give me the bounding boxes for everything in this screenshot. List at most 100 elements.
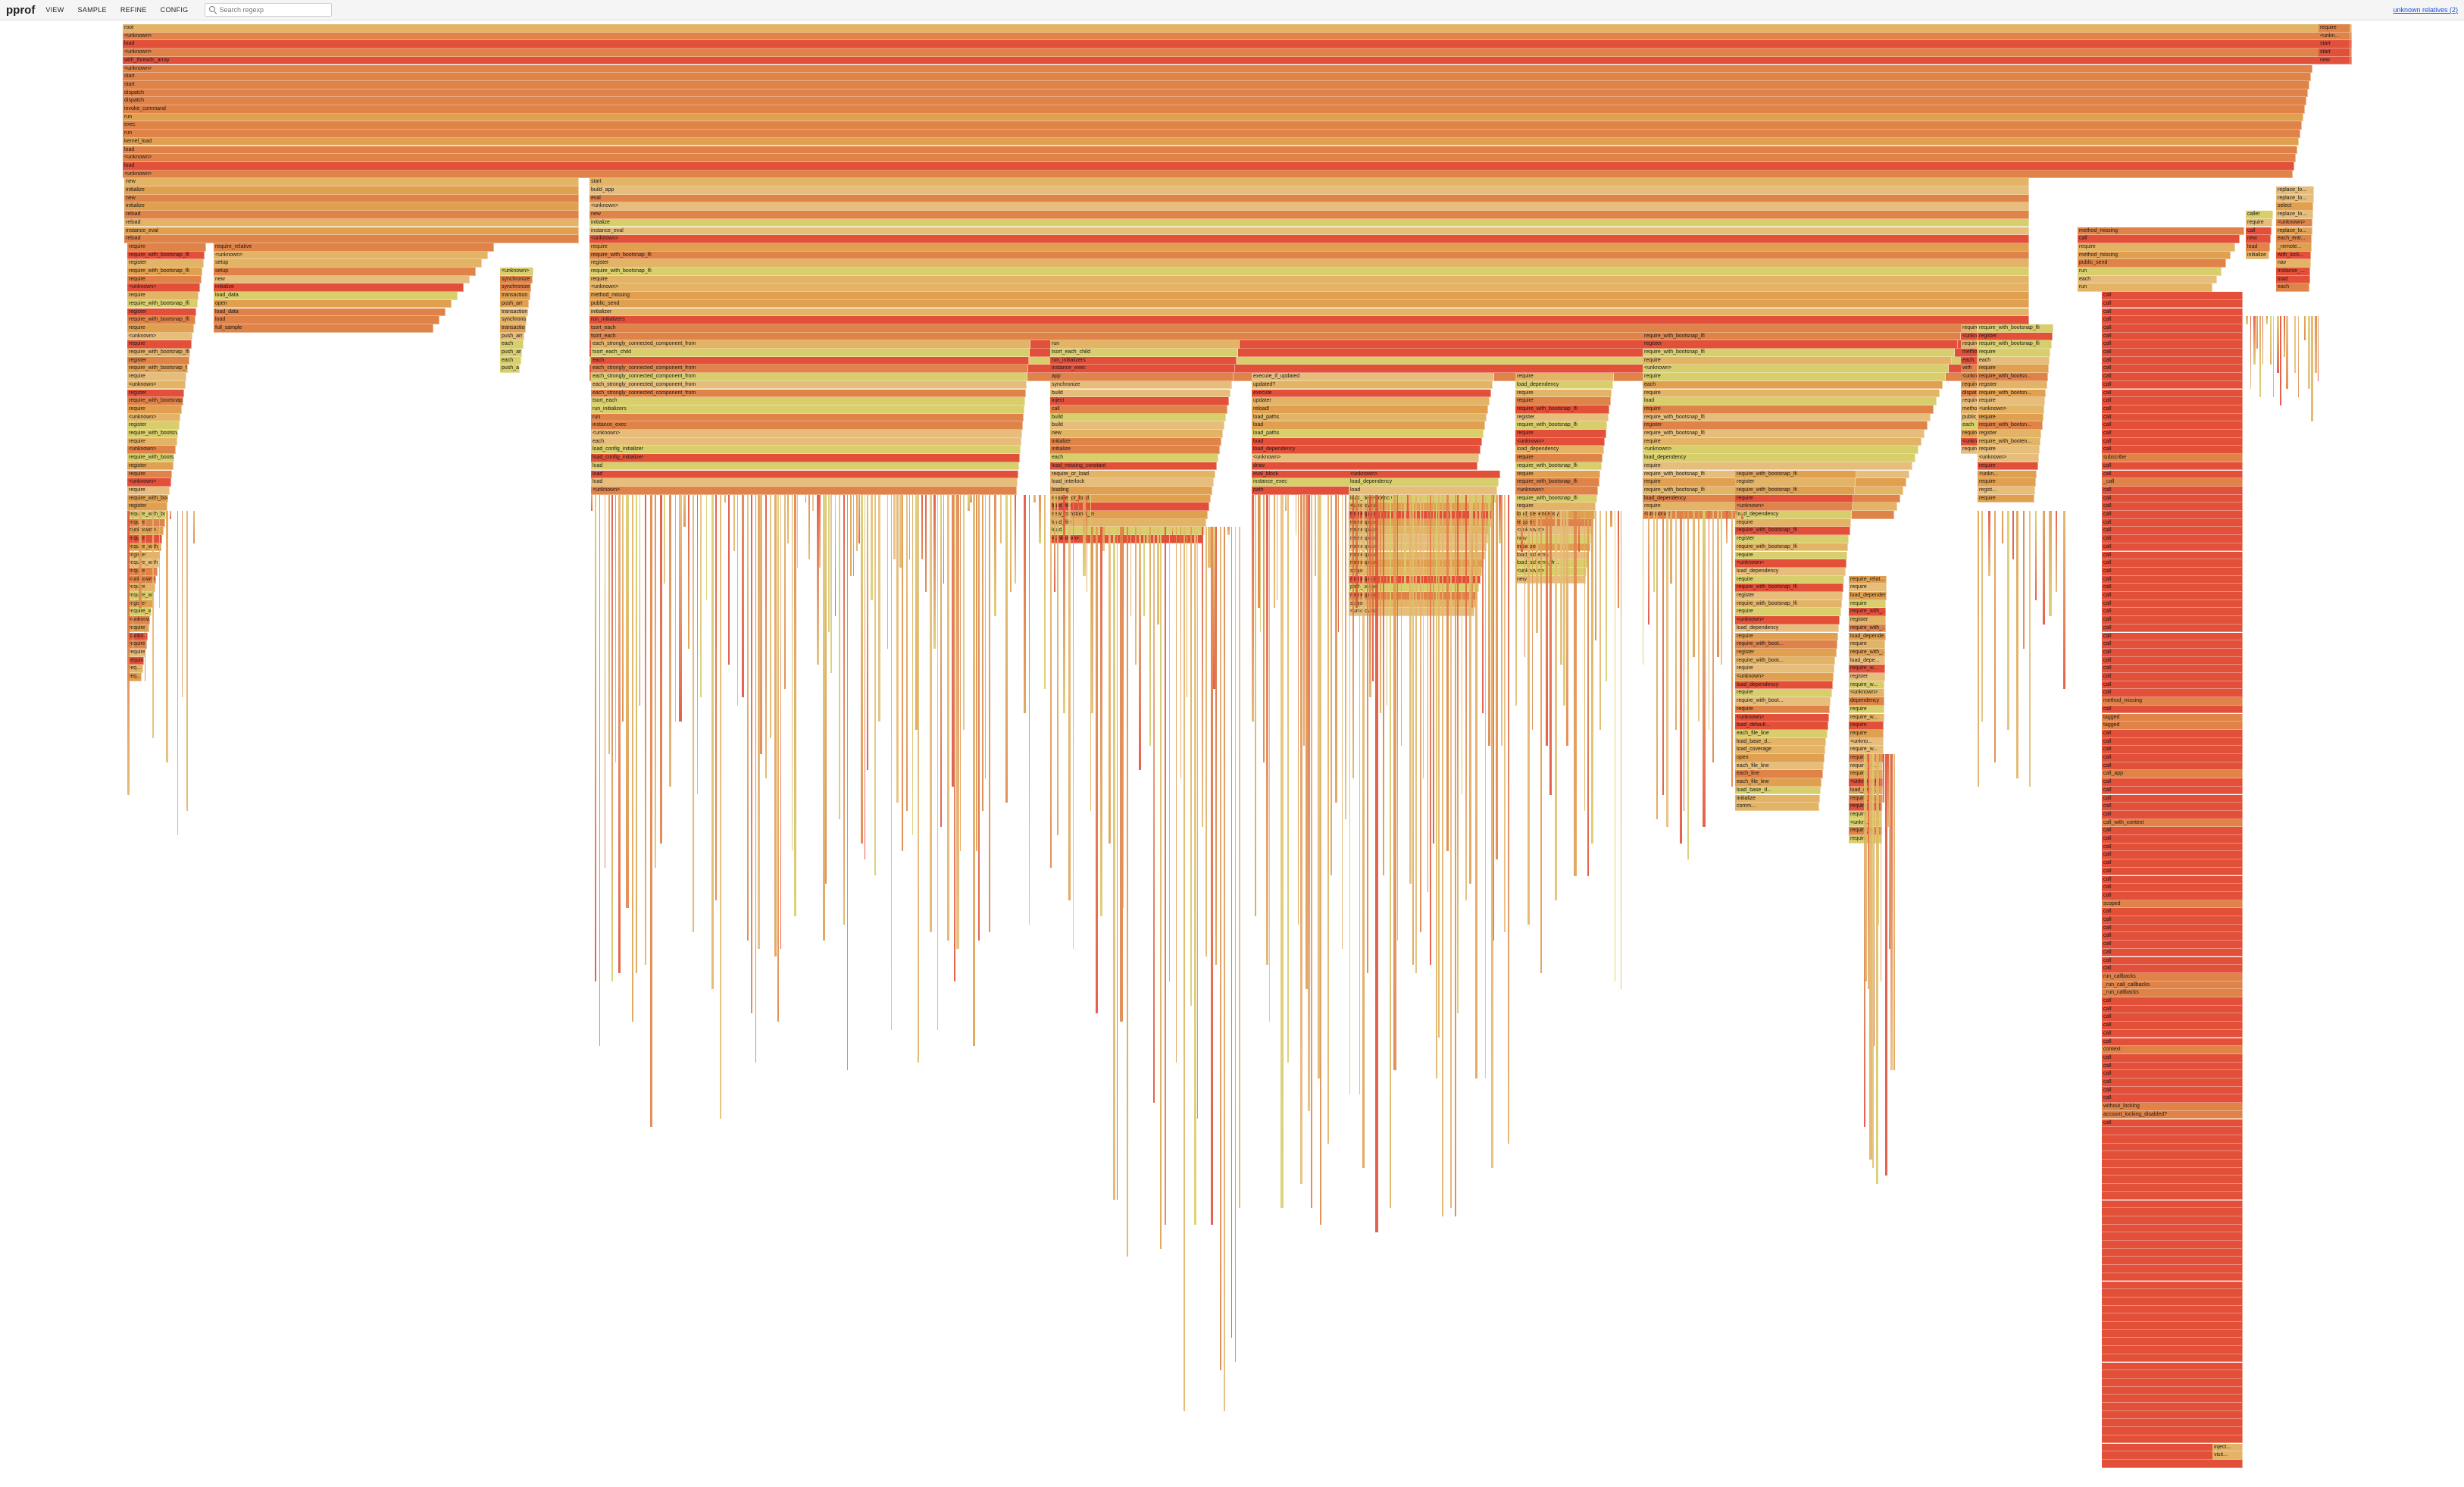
flame-frame-stub[interactable] [1073,494,1074,949]
flame-frame[interactable]: initialize [1515,543,1590,552]
flame-frame-stub[interactable] [1693,511,1696,657]
flame-frame[interactable]: dependency [1849,697,1884,706]
flame-frame-stub[interactable] [915,494,918,730]
flame-frame-stub[interactable] [1994,511,1996,762]
flame-frame[interactable]: call [2102,632,2243,641]
flame-frame[interactable]: require_with_bootsnap_lfi [1978,324,2053,333]
flame-frame[interactable]: <unknown> [589,202,2029,211]
flame-frame[interactable]: require [1515,502,1596,511]
flame-frame[interactable]: tsort_each [589,324,2029,333]
flame-frame[interactable] [2102,1419,2243,1428]
flame-frame[interactable]: <unknown> [591,486,1017,495]
flame-frame-stub[interactable] [639,494,641,706]
flame-frame[interactable]: call [2102,624,2243,633]
flame-frame[interactable]: <unknown> [123,170,2293,179]
flame-frame[interactable]: call [2102,665,2243,673]
flame-frame[interactable]: push_arr [500,349,522,357]
flame-frame[interactable]: require_with_bootsnap_lfi [1515,478,1599,487]
flame-frame-stub[interactable] [1038,494,1041,543]
flame-frame[interactable]: initialize [124,186,579,195]
flame-frame[interactable]: call [2102,965,2243,973]
flame-frame[interactable] [2102,1184,2243,1192]
flame-frame[interactable]: initialize [589,218,2029,227]
flame-frame[interactable]: each_strongly_connected_component_from [591,389,1026,398]
flame-frame-stub[interactable] [843,494,846,925]
menu-config[interactable]: CONFIG [160,6,189,14]
flame-frame-stub[interactable] [1254,494,1256,916]
flame-frame[interactable]: method_missing [1961,405,1978,414]
flame-frame-stub[interactable] [1875,754,1879,1185]
flame-frame-stub[interactable] [1403,494,1406,584]
flame-frame-stub[interactable] [1297,494,1299,925]
flame-frame[interactable] [2102,1281,2243,1290]
flame-frame-stub[interactable] [874,494,876,876]
flame-frame[interactable]: initialize [1050,446,1220,455]
flame-frame-stub[interactable] [1498,494,1501,543]
flame-frame-stub[interactable] [1618,511,1620,609]
flame-frame-stub[interactable] [896,494,899,803]
flame-frame[interactable]: <unknown> [127,478,171,487]
flame-frame-stub[interactable] [967,494,971,511]
flame-frame[interactable]: new [2246,235,2271,243]
flame-frame[interactable]: scoped [2102,900,2243,909]
flame-frame[interactable]: register [127,502,167,511]
flame-frame-stub[interactable] [858,494,861,543]
flame-frame[interactable]: load_dependency [1735,624,1840,633]
flame-frame[interactable] [2102,1176,2243,1185]
flame-frame[interactable] [2102,1216,2243,1225]
flame-frame[interactable]: call [2102,681,2243,690]
flame-frame-stub[interactable] [852,494,854,576]
flame-frame[interactable]: updater [1252,397,1490,405]
flame-frame[interactable]: call [2102,405,2243,414]
flame-frame[interactable]: require [1735,551,1847,560]
flame-frame[interactable]: call [2102,535,2243,543]
flame-frame[interactable]: call [1050,405,1227,414]
flame-frame[interactable]: start [589,178,2029,186]
flame-frame[interactable] [2102,1329,2243,1338]
flame-frame[interactable]: require [1643,389,1940,398]
flame-frame[interactable]: method_missing [2102,697,2243,706]
flame-frame-stub[interactable] [186,511,188,811]
flame-frame[interactable]: load_base_d... [1735,737,1827,747]
flame-frame-stub[interactable] [1372,494,1374,681]
flame-frame-stub[interactable] [1168,527,1170,981]
flame-frame-stub[interactable] [1409,494,1412,884]
flame-frame[interactable]: require_with_bootsnap_lfi [589,251,2029,260]
flame-frame-stub[interactable] [1223,527,1226,1411]
flame-frame[interactable]: dispatch [123,89,2308,98]
flame-frame-stub[interactable] [1130,527,1132,617]
flame-frame-stub[interactable] [1201,527,1204,828]
flame-frame[interactable]: dispatch [123,97,2306,105]
flame-frame[interactable]: require_with_bootsnap_lfi [1735,543,1849,552]
flame-frame-stub[interactable] [760,494,763,754]
flame-frame-stub[interactable] [1423,494,1424,779]
flame-frame[interactable] [2102,1370,2243,1379]
flame-frame-stub[interactable] [1112,527,1115,1201]
flame-frame[interactable]: require_with_bootsnap_lfi [127,349,191,357]
flame-frame[interactable]: require [1735,665,1835,673]
flame-frame[interactable]: call [2102,948,2243,957]
flame-frame-stub[interactable] [139,511,142,609]
flame-frame[interactable]: <unknown> [1735,502,1853,511]
flame-frame[interactable]: load_depe... [1849,656,1885,665]
flame-frame[interactable] [2102,1289,2243,1298]
flame-frame[interactable]: instance_... [2276,268,2310,276]
flame-frame[interactable]: require_with_boo... [127,608,152,617]
flame-frame[interactable]: call [2102,648,2243,657]
flame-frame[interactable]: call [2102,924,2243,933]
flame-frame[interactable]: require_with_bootsn... [1978,373,2048,381]
flame-frame[interactable]: method_missing [589,292,2029,300]
flame-frame-stub[interactable] [1471,494,1473,609]
flame-frame[interactable]: require_with_boot... [1735,697,1831,706]
flame-frame-stub[interactable] [959,494,962,852]
flame-frame[interactable]: execute_if_updated [1252,373,1494,381]
flame-frame-stub[interactable] [1648,511,1649,625]
flame-frame-stub[interactable] [1120,527,1123,1022]
flame-frame-stub[interactable] [663,494,665,584]
flame-frame-stub[interactable] [1680,511,1682,844]
flame-frame-stub[interactable] [1314,494,1316,576]
flame-frame-stub[interactable] [1527,511,1531,925]
flame-frame[interactable]: load [123,146,2297,155]
flame-frame[interactable]: each [591,437,1021,446]
flame-frame[interactable]: dispatch [1961,389,1978,398]
